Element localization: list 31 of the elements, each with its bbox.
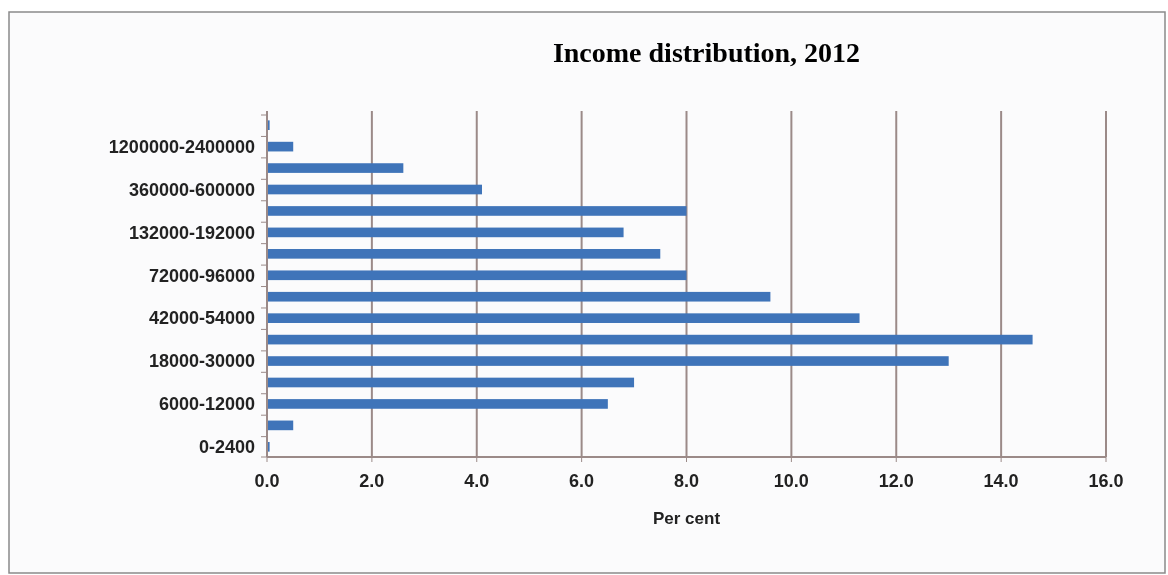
- bar: [267, 377, 635, 388]
- bar: [267, 313, 860, 323]
- y-tick-label: 360000-600000: [128, 179, 255, 200]
- y-tick-label: 42000-54000: [148, 308, 255, 329]
- x-tick-label: 12.0: [878, 471, 914, 491]
- x-axis-title: Per cent: [652, 509, 721, 528]
- x-tick-label: 16.0: [1088, 471, 1124, 491]
- bar: [267, 249, 661, 259]
- y-tick-label: 132000-192000: [128, 222, 255, 243]
- x-tick-label: 2.0: [359, 471, 385, 491]
- bar: [267, 270, 687, 281]
- bar: [267, 356, 949, 366]
- x-tick-label: 10.0: [773, 471, 809, 491]
- x-tick-label: 0.0: [254, 471, 280, 491]
- bar: [267, 227, 624, 238]
- y-tick-label: 6000-12000: [158, 394, 255, 415]
- y-tick-label: 72000-96000: [148, 265, 255, 286]
- chart-title: Income distribution, 2012: [552, 37, 861, 68]
- bar: [267, 206, 687, 216]
- x-tick-label: 6.0: [569, 471, 595, 491]
- bar: [267, 184, 482, 195]
- bar: [267, 291, 771, 302]
- y-tick-label: 0-2400: [198, 437, 255, 458]
- x-tick-label: 14.0: [983, 471, 1019, 491]
- bar: [267, 163, 404, 173]
- x-tick-label: 4.0: [464, 471, 490, 491]
- bar: [267, 334, 1033, 345]
- y-tick-label: 1200000-2400000: [108, 136, 255, 157]
- x-tick-label: 8.0: [673, 471, 700, 491]
- bar: [267, 399, 608, 409]
- y-tick-label: 18000-30000: [148, 351, 255, 372]
